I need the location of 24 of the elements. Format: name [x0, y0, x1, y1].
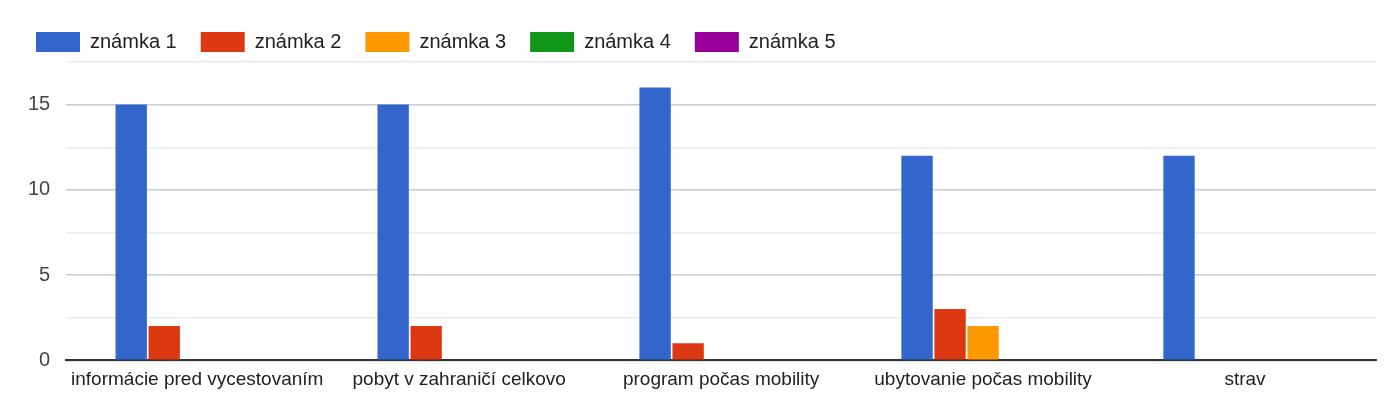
bar — [410, 326, 442, 360]
x-tick-label: ubytovanie počas mobility — [874, 367, 1093, 389]
bar — [639, 87, 671, 360]
y-tick-label: 0 — [39, 347, 51, 370]
bar — [115, 104, 147, 360]
y-tick-label: 10 — [28, 177, 51, 200]
x-tick-label: program počas mobility — [622, 367, 820, 389]
bar — [672, 343, 704, 360]
legend-label: známka 5 — [748, 29, 836, 52]
bar — [1163, 155, 1195, 360]
y-tick-label: 15 — [28, 92, 51, 115]
bar — [148, 326, 180, 360]
legend-label: známka 3 — [419, 29, 507, 52]
x-tick-label: informácie pred vycestovaním — [71, 367, 324, 389]
y-tick-label: 5 — [39, 262, 51, 285]
x-tick-label: strav — [1224, 367, 1267, 389]
bar — [377, 104, 409, 360]
legend-label: známka 1 — [90, 29, 177, 52]
x-tick-label: pobyt v zahraničí celkovo — [352, 367, 566, 389]
bar — [901, 155, 933, 360]
legend-label: známka 2 — [254, 29, 342, 52]
bar — [934, 309, 966, 360]
bar — [967, 326, 999, 360]
legend-label: známka 4 — [584, 29, 671, 52]
